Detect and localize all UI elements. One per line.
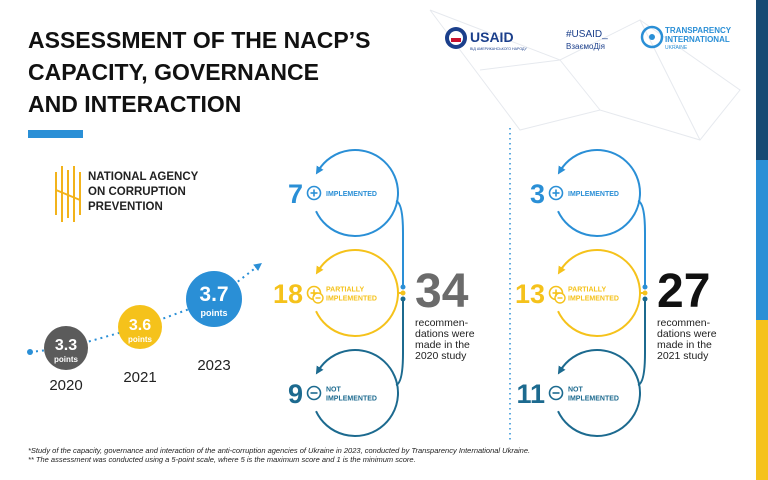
connector-dot (642, 284, 648, 290)
score-value: 3.7 (199, 283, 228, 306)
status-label: IMPLEMENTED (326, 396, 377, 403)
connector (637, 200, 646, 285)
connector (395, 301, 404, 386)
total-caption: recommen- (415, 317, 469, 329)
hashtag: #USAID_ (566, 29, 608, 40)
ti-logo: TRANSPARENCY INTERNATIONAL UKRAINE (640, 25, 732, 51)
label-bg (275, 377, 371, 409)
status-label: PARTIALLY (568, 287, 606, 294)
count: 7 (288, 179, 303, 209)
cycle-arrow (315, 249, 399, 337)
ti-text: TRANSPARENCY (665, 26, 732, 35)
connector-dot (400, 296, 406, 302)
total-caption: made in the (415, 339, 470, 351)
connector-dot (400, 290, 406, 296)
studies: 7 IMPLEMENTED 18 PARTIALLY IMPLEMENTED 9 NOT IM… (273, 149, 717, 437)
label-bg (275, 177, 371, 209)
title-line: AND INTERACTION (28, 91, 241, 117)
score-unit: points (128, 335, 153, 344)
status-label: IMPLEMENTED (568, 191, 619, 198)
total-caption: 2020 study (415, 350, 467, 362)
score-value: 3.3 (55, 337, 77, 354)
cycle-arrow (315, 149, 399, 237)
score-year: 2020 (49, 377, 82, 394)
count: 11 (516, 379, 545, 409)
status-label: IMPLEMENTED (326, 191, 377, 198)
background-lines (429, 9, 741, 141)
score-value: 3.6 (129, 317, 151, 334)
title-line: CAPACITY, GOVERNANCE (28, 59, 319, 85)
stripe (756, 0, 768, 160)
total: 27 (657, 265, 710, 318)
total-caption: recommen- (657, 317, 711, 329)
count: 13 (515, 279, 545, 309)
score-unit: points (54, 355, 79, 364)
title-line: ASSESSMENT OF THE NACP’S (28, 27, 370, 53)
label-bg (517, 377, 613, 409)
total: 34 (415, 265, 469, 318)
usaid-logo: USAID ВІД АМЕРИКАНСЬКОГО НАРОДУ (445, 27, 528, 51)
status-label: NOT (326, 387, 342, 394)
score-circle (44, 326, 88, 370)
connector (637, 301, 646, 386)
connector (395, 200, 404, 285)
score-unit: points (201, 308, 228, 318)
count: 18 (273, 279, 303, 309)
score-circle (118, 305, 162, 349)
score-year: 2023 (197, 357, 230, 374)
stripe (756, 320, 768, 480)
ti-text: UKRAINE (665, 45, 688, 51)
agency-name: NATIONAL AGENCY (88, 171, 199, 183)
count: 3 (530, 179, 545, 209)
agency-logo (55, 166, 81, 222)
label-bg (517, 177, 613, 209)
connector-dot (400, 284, 406, 290)
title-bar (28, 130, 83, 138)
count: 9 (288, 379, 303, 409)
cycle-arrow (557, 349, 641, 437)
hashtag-sub: ВзаємоДія (566, 42, 605, 51)
status-label: IMPLEMENTED (326, 296, 377, 303)
score-year: 2021 (123, 369, 156, 386)
footnote: ** The assessment was conducted using a … (28, 455, 416, 464)
cycle-arrow (315, 349, 399, 437)
label-bg (517, 277, 613, 309)
ti-text: INTERNATIONAL (665, 35, 730, 44)
cycle-arrow (557, 249, 641, 337)
status-label: IMPLEMENTED (568, 296, 619, 303)
agency-name: ON CORRUPTION (88, 186, 186, 198)
status-label: NOT (568, 387, 584, 394)
connector-dot (642, 290, 648, 296)
agency-name: PREVENTION (88, 201, 163, 213)
usaid-text: USAID (470, 29, 514, 45)
total-caption: dations were (657, 328, 717, 340)
status-label: PARTIALLY (326, 287, 364, 294)
label-bg (275, 277, 371, 309)
total-caption: made in the (657, 339, 712, 351)
connector-dot (642, 296, 648, 302)
stripe (756, 160, 768, 320)
total-caption: dations were (415, 328, 475, 340)
footnote: *Study of the capacity, governance and i… (28, 446, 530, 455)
usaid-subtext: ВІД АМЕРИКАНСЬКОГО НАРОДУ (470, 47, 528, 51)
score-circle (186, 271, 242, 327)
status-label: IMPLEMENTED (568, 396, 619, 403)
cycle-arrow (557, 149, 641, 237)
total-caption: 2021 study (657, 350, 709, 362)
